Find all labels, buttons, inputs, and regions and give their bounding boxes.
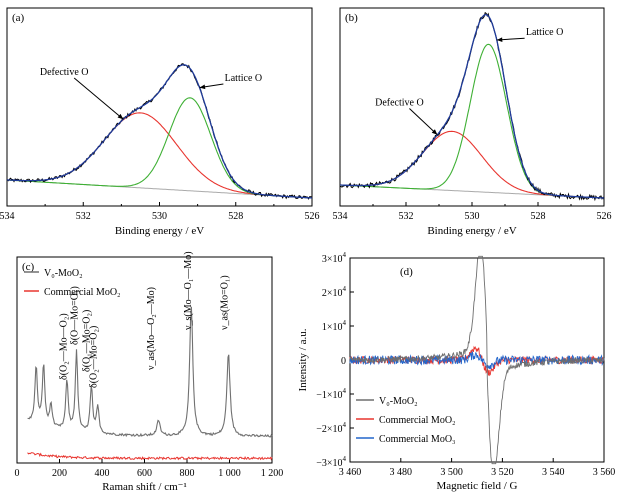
y-tick-mantissa: 0 bbox=[341, 356, 346, 367]
y-tick-label: −2×104 bbox=[316, 421, 346, 435]
y-tick-label: 3×104 bbox=[322, 251, 347, 265]
lattice-o-curve bbox=[339, 43, 604, 199]
y-axis-title: Intensity / a.u. bbox=[297, 328, 309, 391]
x-tick-label: 530 bbox=[465, 211, 480, 222]
panel-c: 0 200 400 600 800 1 000 1 200 Raman shift / cm⁻… bbox=[15, 251, 284, 493]
lattice-o-curve bbox=[6, 97, 313, 199]
defective-o-curve bbox=[340, 130, 604, 199]
x-tick-label: 530 bbox=[152, 211, 167, 222]
x-tick-label: 528 bbox=[228, 211, 243, 222]
y-tick-mantissa: 2×10 bbox=[322, 288, 343, 299]
x-tick-label: 3 500 bbox=[440, 467, 463, 478]
arrow-defective-o-head bbox=[117, 113, 124, 120]
y-tick-exponent: 4 bbox=[343, 285, 347, 293]
legend-label: Commercial MoO₂ bbox=[379, 415, 456, 426]
arrow-defective-o bbox=[73, 77, 124, 120]
raman-annotation: ν_s(Mo—O₁—Mo) bbox=[183, 251, 194, 330]
x-tick-label: 532 bbox=[76, 211, 91, 222]
panel-tag: (c) bbox=[22, 261, 35, 273]
arrow-lattice-o-head bbox=[199, 84, 206, 90]
raman-annotation: ν_as(Mo—O₂—Mo) bbox=[146, 287, 157, 370]
plot-frame bbox=[6, 7, 313, 207]
x-tick-label: 0 bbox=[15, 468, 20, 479]
raman-annotation: δ(O—Mo=O₁) bbox=[70, 286, 81, 345]
annotation-lattice-o: Lattice O bbox=[526, 27, 563, 38]
y-tick-label: −3×104 bbox=[316, 455, 346, 469]
legend-label: Commercial MoO₃ bbox=[379, 434, 456, 445]
y-tick-exponent: 4 bbox=[343, 455, 347, 463]
arrow-lattice-o-head bbox=[496, 37, 503, 43]
y-tick-mantissa: −3×10 bbox=[316, 458, 342, 469]
series-v-moo- bbox=[349, 255, 605, 465]
x-axis-title: Magnetic field / G bbox=[437, 480, 518, 492]
annotation-defective-o: Defective O bbox=[375, 98, 424, 109]
series-commercial-moo2 bbox=[27, 452, 273, 461]
x-tick-label: 534 bbox=[333, 211, 348, 222]
x-tick-label: 200 bbox=[52, 468, 67, 479]
x-tick-label: 800 bbox=[180, 468, 195, 479]
panel-d: 3 460 3 480 3 500 3 520 3 540 3 5603×1042×104… bbox=[297, 251, 615, 492]
x-tick-label: 526 bbox=[305, 211, 320, 222]
raman-annotation: δ(O₂—Mo=O₂) bbox=[89, 326, 100, 388]
annotation-lattice-o: Lattice O bbox=[225, 73, 262, 84]
y-tick-exponent: 4 bbox=[343, 421, 347, 429]
x-tick-label: 3 520 bbox=[491, 467, 514, 478]
y-tick-exponent: 4 bbox=[343, 319, 347, 327]
panel-a: 534 532 530 528 526 Binding energy / eV (a) Def… bbox=[0, 7, 320, 237]
y-tick-mantissa: 1×10 bbox=[322, 322, 343, 333]
x-tick-label: 528 bbox=[531, 211, 546, 222]
arrow-defective-o bbox=[409, 108, 438, 136]
annotation-defective-o: Defective O bbox=[40, 67, 89, 78]
legend-label: V₀-MoO₂ bbox=[379, 396, 418, 407]
y-tick-mantissa: 3×10 bbox=[322, 254, 343, 265]
arrow-defective-o-head bbox=[431, 129, 438, 135]
series-vo-moo2 bbox=[27, 306, 273, 438]
fit-envelope-curve bbox=[340, 14, 604, 199]
x-axis-title: Binding energy / eV bbox=[115, 225, 204, 237]
x-tick-label: 400 bbox=[95, 468, 110, 479]
raman-annotation: δ(O₂—Mo—O₂) bbox=[58, 313, 69, 380]
x-tick-label: 3 540 bbox=[542, 467, 565, 478]
y-tick-label: −1×104 bbox=[316, 387, 346, 401]
legend-label-commercial-moo2: Commercial MoO₂ bbox=[44, 287, 121, 298]
x-tick-label: 3 480 bbox=[390, 467, 413, 478]
y-tick-exponent: 4 bbox=[343, 251, 347, 259]
panel-tag: (a) bbox=[12, 12, 25, 24]
raman-annotation: δ(O₁—Mo=O₂) bbox=[81, 310, 92, 372]
panel-tag: (b) bbox=[345, 12, 358, 24]
y-tick-exponent: 4 bbox=[343, 387, 347, 395]
raman-annotation: ν_as(Mo=O₁) bbox=[219, 275, 230, 330]
panel-tag: (d) bbox=[400, 266, 413, 278]
x-tick-label: 526 bbox=[597, 211, 612, 222]
y-tick-label: 2×104 bbox=[322, 285, 347, 299]
legend-label-vo-moo2: V₀-MoO₂ bbox=[44, 268, 83, 279]
y-tick-label: 0 bbox=[341, 356, 346, 367]
y-tick-label: 1×104 bbox=[322, 319, 347, 333]
panel-b: 534 532 530 528 526 Binding energy / eV (b) Def… bbox=[333, 7, 612, 237]
x-tick-label: 1 200 bbox=[261, 468, 284, 479]
x-tick-label: 600 bbox=[137, 468, 152, 479]
x-tick-label: 534 bbox=[0, 211, 15, 222]
x-tick-label: 1 000 bbox=[218, 468, 241, 479]
y-tick-mantissa: −1×10 bbox=[316, 390, 342, 401]
x-tick-label: 532 bbox=[399, 211, 414, 222]
x-tick-label: 3 560 bbox=[593, 467, 616, 478]
fit-envelope-curve bbox=[6, 64, 313, 199]
x-axis-title: Binding energy / eV bbox=[427, 225, 516, 237]
x-axis-title: Raman shift / cm⁻¹ bbox=[102, 481, 187, 493]
y-tick-mantissa: −2×10 bbox=[316, 424, 342, 435]
x-tick-label: 3 460 bbox=[339, 467, 362, 478]
